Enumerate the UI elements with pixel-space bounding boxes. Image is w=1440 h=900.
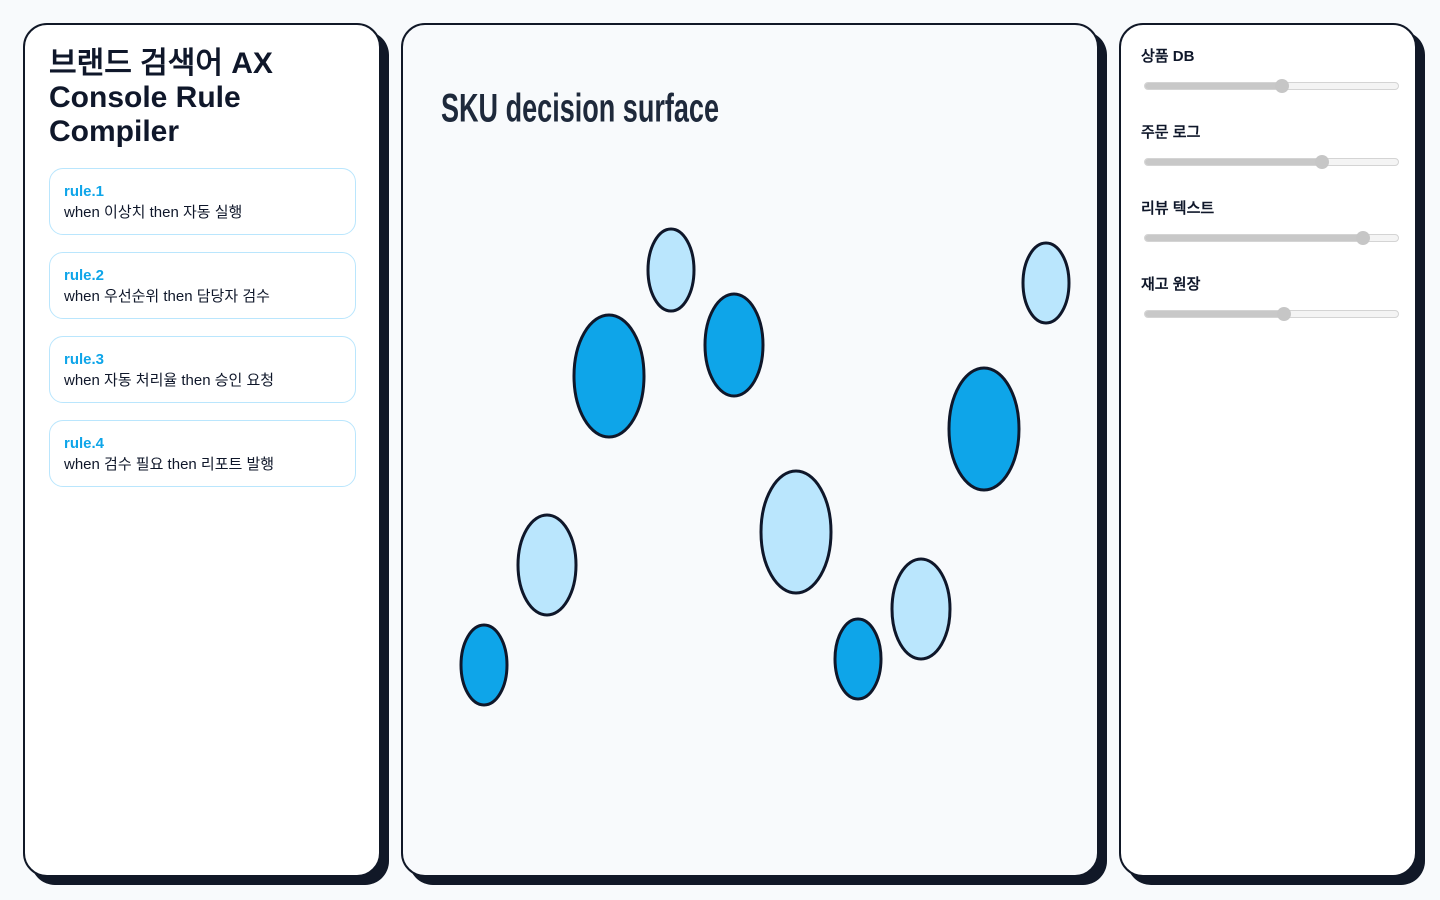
rule-text: when 우선순위 then 담당자 검수 [64, 288, 270, 305]
point [759, 469, 833, 595]
rule-id: rule.1 [64, 183, 105, 200]
point [646, 227, 696, 313]
control-label: 재고 원장 [1141, 276, 1201, 293]
slider[interactable] [1144, 79, 1399, 93]
point [1021, 241, 1071, 325]
slider-fill [1145, 83, 1282, 89]
rule-id: rule.3 [64, 351, 105, 368]
rule-text: when 이상치 then 자동 실행 [64, 204, 243, 221]
point [703, 292, 765, 398]
point [833, 617, 883, 701]
canvas-title: SKU decision surface [441, 87, 719, 131]
slider[interactable] [1144, 231, 1399, 245]
rule-card[interactable]: rule.1 when 이상치 then 자동 실행 [49, 168, 356, 235]
slider-fill [1145, 235, 1363, 241]
rules-panel: 브랜드 검색어 AX Console Rule Compiler rule.1 w… [23, 23, 381, 877]
slider-thumb[interactable] [1356, 231, 1370, 245]
point [516, 513, 578, 617]
slider[interactable] [1144, 307, 1399, 321]
rule-card[interactable]: rule.3 when 자동 처리율 then 승인 요청 [49, 336, 356, 403]
app-title: 브랜드 검색어 AX Console Rule Compiler [49, 47, 273, 148]
control-label: 주문 로그 [1141, 124, 1201, 141]
canvas-panel: SKU decision surface [401, 23, 1099, 877]
points [459, 227, 1071, 707]
slider-thumb[interactable] [1277, 307, 1291, 321]
rule-id: rule.4 [64, 435, 105, 452]
control-label: 리뷰 텍스트 [1141, 200, 1215, 217]
slider-thumb[interactable] [1275, 79, 1289, 93]
slider[interactable] [1144, 155, 1399, 169]
rule-id: rule.2 [64, 267, 105, 284]
point [572, 313, 646, 439]
rule-text: when 검수 필요 then 리포트 발행 [64, 456, 275, 473]
rule-text: when 자동 처리율 then 승인 요청 [64, 372, 275, 389]
decision-surface: SKU decision surface [441, 87, 1071, 707]
point [947, 366, 1021, 492]
point [890, 557, 952, 661]
slider-fill [1145, 159, 1322, 165]
slider-thumb[interactable] [1315, 155, 1329, 169]
control-label: 상품 DB [1141, 48, 1195, 65]
rule-card[interactable]: rule.2 when 우선순위 then 담당자 검수 [49, 252, 356, 319]
point [459, 623, 509, 707]
slider-fill [1145, 311, 1284, 317]
rule-card[interactable]: rule.4 when 검수 필요 then 리포트 발행 [49, 420, 356, 487]
